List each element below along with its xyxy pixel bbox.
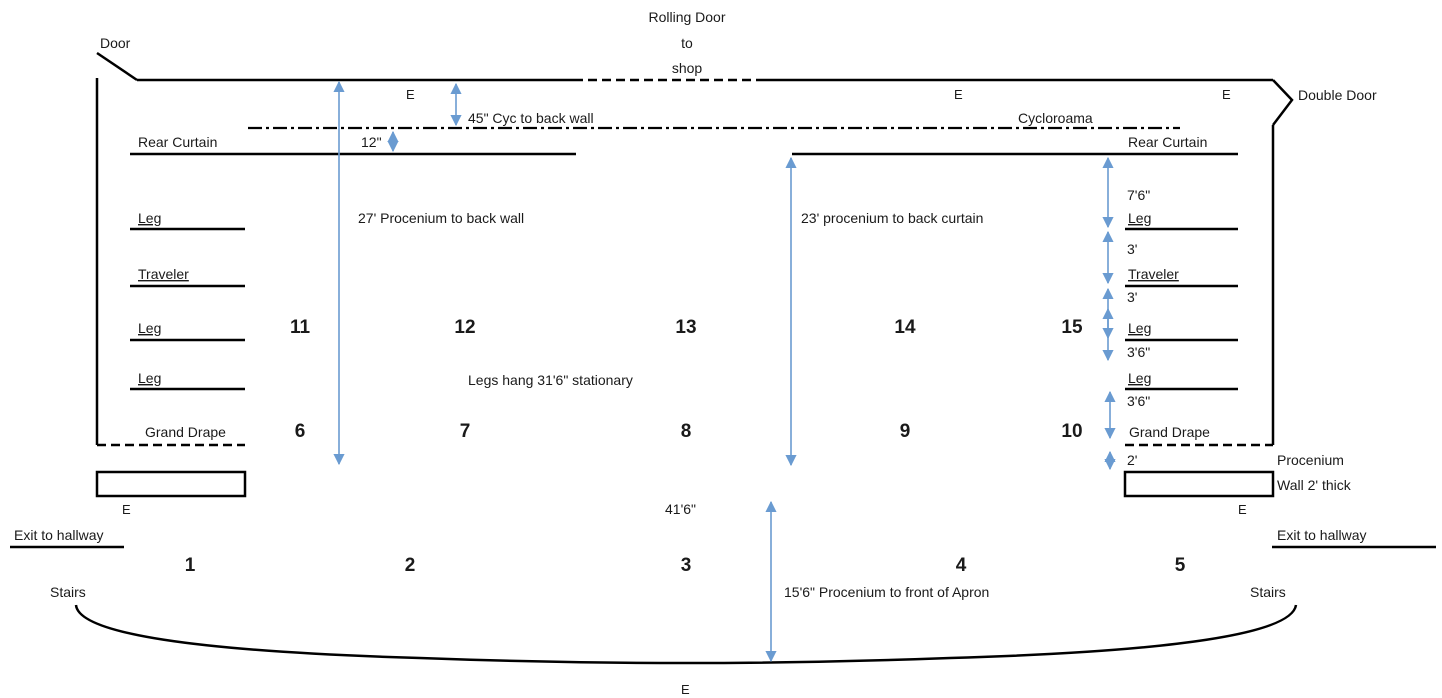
area-10: 10 bbox=[1061, 421, 1082, 442]
label-dim-3-6-b: 3'6" bbox=[1127, 393, 1150, 409]
outlet-e-2: E bbox=[954, 87, 963, 102]
label-leg-left-1: Leg bbox=[138, 210, 161, 226]
label-procenium-to-back-wall: 27' Procenium to back wall bbox=[358, 210, 524, 226]
outlet-e-3: E bbox=[1222, 87, 1231, 102]
label-leg-left-3: Leg bbox=[138, 370, 161, 386]
area-15: 15 bbox=[1061, 317, 1083, 338]
label-procenium-to-back-curtain: 23' procenium to back curtain bbox=[801, 210, 983, 226]
area-3: 3 bbox=[681, 555, 692, 576]
area-5: 5 bbox=[1175, 555, 1186, 576]
label-traveler-right: Traveler bbox=[1128, 266, 1179, 282]
label-procenium: Procenium bbox=[1277, 452, 1344, 468]
area-13: 13 bbox=[675, 317, 696, 338]
label-legs-hang: Legs hang 31'6" stationary bbox=[468, 372, 633, 388]
label-apron-depth: 15'6" Procenium to front of Apron bbox=[784, 584, 989, 600]
label-rolling-door-shop: shop bbox=[672, 60, 703, 76]
label-cycloroama: Cycloroama bbox=[1018, 110, 1093, 126]
label-door: Door bbox=[100, 35, 131, 51]
area-2: 2 bbox=[405, 555, 416, 576]
label-leg-right-1: Leg bbox=[1128, 210, 1151, 226]
label-dim-3-b: 3' bbox=[1127, 289, 1137, 305]
label-stairs-left: Stairs bbox=[50, 584, 86, 600]
dimension-arrows bbox=[333, 80, 1116, 663]
outlet-e-5: E bbox=[1238, 502, 1247, 517]
label-grand-drape-right: Grand Drape bbox=[1129, 424, 1210, 440]
door-leaf bbox=[96, 51, 138, 82]
label-wall-2-thick: Wall 2' thick bbox=[1277, 477, 1352, 493]
label-stairs-right: Stairs bbox=[1250, 584, 1286, 600]
outlet-e-1: E bbox=[406, 87, 415, 102]
label-double-door: Double Door bbox=[1298, 87, 1377, 103]
area-9: 9 bbox=[900, 421, 911, 442]
label-exit-right: Exit to hallway bbox=[1277, 527, 1366, 543]
area-12: 12 bbox=[454, 317, 475, 338]
area-11: 11 bbox=[290, 317, 311, 338]
area-8: 8 bbox=[681, 421, 692, 442]
area-1: 1 bbox=[185, 555, 196, 576]
label-traveler-left: Traveler bbox=[138, 266, 189, 282]
area-7: 7 bbox=[460, 421, 471, 442]
area-6: 6 bbox=[295, 421, 306, 442]
procenium-wall-right bbox=[1123, 470, 1275, 498]
label-dim-3-6-a: 3'6" bbox=[1127, 344, 1150, 360]
outlet-e-4: E bbox=[122, 502, 131, 517]
label-dim-2: 2' bbox=[1127, 452, 1137, 468]
label-cyc-to-back-wall: 45" Cyc to back wall bbox=[468, 110, 594, 126]
label-dim-7-6: 7'6" bbox=[1127, 187, 1150, 203]
walls bbox=[95, 51, 1294, 445]
label-leg-right-2: Leg bbox=[1128, 320, 1151, 336]
label-exit-left: Exit to hallway bbox=[14, 527, 103, 543]
label-rolling-door: Rolling Door bbox=[648, 9, 725, 25]
area-4: 4 bbox=[956, 555, 967, 576]
label-leg-left-2: Leg bbox=[138, 320, 161, 336]
label-leg-right-3: Leg bbox=[1128, 370, 1151, 386]
outlet-e-6: E bbox=[681, 682, 690, 697]
label-rear-curtain-left: Rear Curtain bbox=[138, 134, 217, 150]
label-grand-drape-left: Grand Drape bbox=[145, 424, 226, 440]
label-width-41-6: 41'6" bbox=[665, 501, 696, 517]
double-door-leaf bbox=[1272, 79, 1294, 126]
label-rear-curtain-right: Rear Curtain bbox=[1128, 134, 1207, 150]
area-14: 14 bbox=[894, 317, 916, 338]
apron-front-edge bbox=[74, 604, 1298, 665]
label-12-in: 12" bbox=[361, 134, 382, 150]
procenium-wall-left bbox=[95, 470, 247, 498]
label-dim-3-a: 3' bbox=[1127, 241, 1137, 257]
label-rolling-door-to: to bbox=[681, 35, 693, 51]
